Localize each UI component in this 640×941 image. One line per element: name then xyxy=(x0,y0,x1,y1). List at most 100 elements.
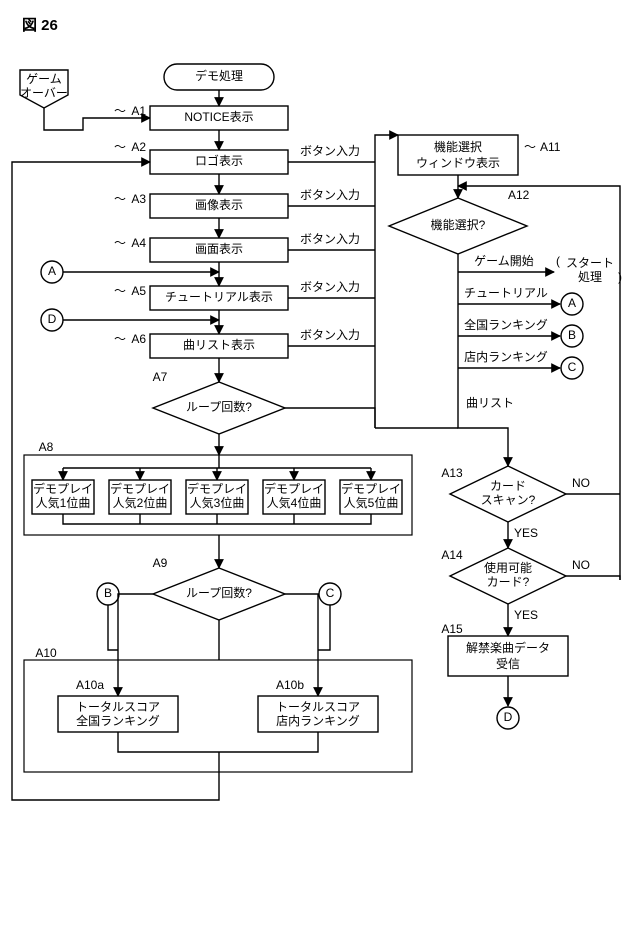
connector-b-in: B xyxy=(97,583,119,605)
svg-text:D: D xyxy=(504,710,513,724)
gameover-l1: ゲーム xyxy=(26,72,62,86)
step-a2: ロゴ表示 xyxy=(150,150,288,174)
svg-text:デモプレイ: デモプレイ xyxy=(341,481,401,496)
svg-text:全国ランキング: 全国ランキング xyxy=(76,713,160,728)
svg-text:スタート: スタート xyxy=(566,256,614,270)
svg-text:トータルスコア: トータルスコア xyxy=(76,700,160,714)
step-a6: 曲リスト表示 xyxy=(150,334,288,358)
btn-a2-label: ボタン入力 xyxy=(300,144,360,158)
tag-a15: A15 xyxy=(441,622,463,636)
decision-a12: 機能選択? xyxy=(389,198,527,254)
svg-text:C: C xyxy=(326,586,335,600)
btn-a4-label: ボタン入力 xyxy=(300,232,360,246)
svg-text:B: B xyxy=(568,328,576,342)
lbl-instore: 店内ランキング xyxy=(464,350,548,364)
svg-text:人気1位曲: 人気1位曲 xyxy=(36,495,91,510)
svg-text:～: ～ xyxy=(114,284,126,298)
svg-text:C: C xyxy=(568,360,577,374)
svg-text:解禁楽曲データ: 解禁楽曲データ xyxy=(466,640,550,655)
tag-a9: A9 xyxy=(153,556,168,570)
a8-item-5: デモプレイ 人気5位曲 xyxy=(340,468,402,514)
a5-label: チュートリアル表示 xyxy=(165,290,273,304)
svg-text:処理: 処理 xyxy=(578,270,602,284)
figure-label: 図 26 xyxy=(22,17,58,34)
svg-text:デモプレイ: デモプレイ xyxy=(33,481,93,496)
svg-text:A: A xyxy=(568,296,576,310)
svg-text:機能選択: 機能選択 xyxy=(434,139,482,154)
a8-item-2: デモプレイ 人気2位曲 xyxy=(109,468,171,514)
svg-text:(: ( xyxy=(556,254,560,268)
tag-a8: A8 xyxy=(39,440,54,454)
lbl-gamestart: ゲーム開始 xyxy=(474,254,534,268)
start-label: デモ処理 xyxy=(195,68,243,83)
a8-item-3: デモプレイ 人気3位曲 xyxy=(186,468,248,514)
edge-to-a13 xyxy=(458,408,508,466)
svg-text:カード?: カード? xyxy=(487,575,530,589)
svg-text:人気5位曲: 人気5位曲 xyxy=(344,495,399,510)
edge-c-down xyxy=(318,605,330,650)
svg-text:人気3位曲: 人気3位曲 xyxy=(190,495,245,510)
tag-a11: ～ xyxy=(524,140,536,154)
lbl-national: 全国ランキング xyxy=(464,317,548,332)
tag-a14: A14 xyxy=(441,548,463,562)
step-a1: NOTICE表示 xyxy=(150,106,288,130)
flowchart-figure-26: 図 26 デモ処理 ゲーム オーバー NOTICE表示 A1 ～ ロゴ表示 A2… xyxy=(0,0,640,941)
tag-a12: A12 xyxy=(508,188,530,202)
svg-text:使用可能: 使用可能 xyxy=(484,560,532,575)
a3-label: 画像表示 xyxy=(195,198,243,212)
edge-b-down xyxy=(108,605,118,650)
connector-a-in: A xyxy=(41,261,63,283)
decision-a13: カード スキャン? xyxy=(450,466,566,522)
connector-d-in: D xyxy=(41,309,63,331)
svg-text:～: ～ xyxy=(114,140,126,154)
a8-items: デモプレイ 人気1位曲 デモプレイ 人気2位曲 デモプレイ 人気3位曲 デモプレ… xyxy=(32,468,402,514)
a7-right xyxy=(285,408,375,428)
tag-a10b: A10b xyxy=(276,678,304,692)
tag-a2: A2 xyxy=(131,140,146,154)
a12-label: 機能選択? xyxy=(431,217,486,232)
a13-yes: YES xyxy=(514,526,538,540)
lbl-tutorial: チュートリアル xyxy=(464,286,548,300)
connector-d-out: D xyxy=(497,707,519,729)
svg-text:D: D xyxy=(48,312,57,326)
tag-a5: A5 xyxy=(131,284,146,298)
a14-yes: YES xyxy=(514,608,538,622)
svg-text:スキャン?: スキャン? xyxy=(481,493,536,507)
a2-label: ロゴ表示 xyxy=(195,153,243,168)
decision-a7: ループ回数? xyxy=(153,382,285,434)
a10a: トータルスコア 全国ランキング xyxy=(58,696,178,732)
lbl-songlist: 曲リスト xyxy=(466,396,514,410)
step-a3: 画像表示 xyxy=(150,194,288,218)
decision-a9: ループ回数? xyxy=(153,568,285,620)
svg-text:ウィンドウ表示: ウィンドウ表示 xyxy=(416,156,500,170)
a8-item-4: デモプレイ 人気4位曲 xyxy=(263,468,325,514)
tag-a4: A4 xyxy=(131,236,146,250)
svg-text:人気2位曲: 人気2位曲 xyxy=(113,495,168,510)
step-a15: 解禁楽曲データ 受信 xyxy=(448,636,568,676)
a4-label: 画面表示 xyxy=(195,242,243,256)
btn-a3-label: ボタン入力 xyxy=(300,188,360,202)
svg-text:デモプレイ: デモプレイ xyxy=(264,481,324,496)
start-terminator: デモ処理 xyxy=(164,64,274,90)
tag-a3: A3 xyxy=(131,192,146,206)
tag-a7: A7 xyxy=(153,370,168,384)
tag-a6: A6 xyxy=(131,332,146,346)
gameover-l2: オーバー xyxy=(20,86,68,100)
svg-text:店内ランキング: 店内ランキング xyxy=(276,714,360,728)
svg-text:A: A xyxy=(48,264,56,278)
decision-a14: 使用可能 カード? xyxy=(450,548,566,604)
gameover-offpage: ゲーム オーバー xyxy=(20,70,68,108)
a9-label: ループ回数? xyxy=(186,585,252,600)
svg-text:B: B xyxy=(104,586,112,600)
a7-label: ループ回数? xyxy=(186,399,252,414)
bus-to-a11 xyxy=(375,135,398,428)
btn-a6-label: ボタン入力 xyxy=(300,328,360,342)
step-a4: 画面表示 xyxy=(150,238,288,262)
a14-no: NO xyxy=(572,558,590,572)
step-a5: チュートリアル表示 xyxy=(150,286,288,310)
svg-text:人気4位曲: 人気4位曲 xyxy=(267,495,322,510)
tag-a10a: A10a xyxy=(76,678,104,692)
svg-text:～: ～ xyxy=(114,332,126,346)
svg-text:～: ～ xyxy=(114,192,126,206)
svg-text:デモプレイ: デモプレイ xyxy=(187,481,247,496)
